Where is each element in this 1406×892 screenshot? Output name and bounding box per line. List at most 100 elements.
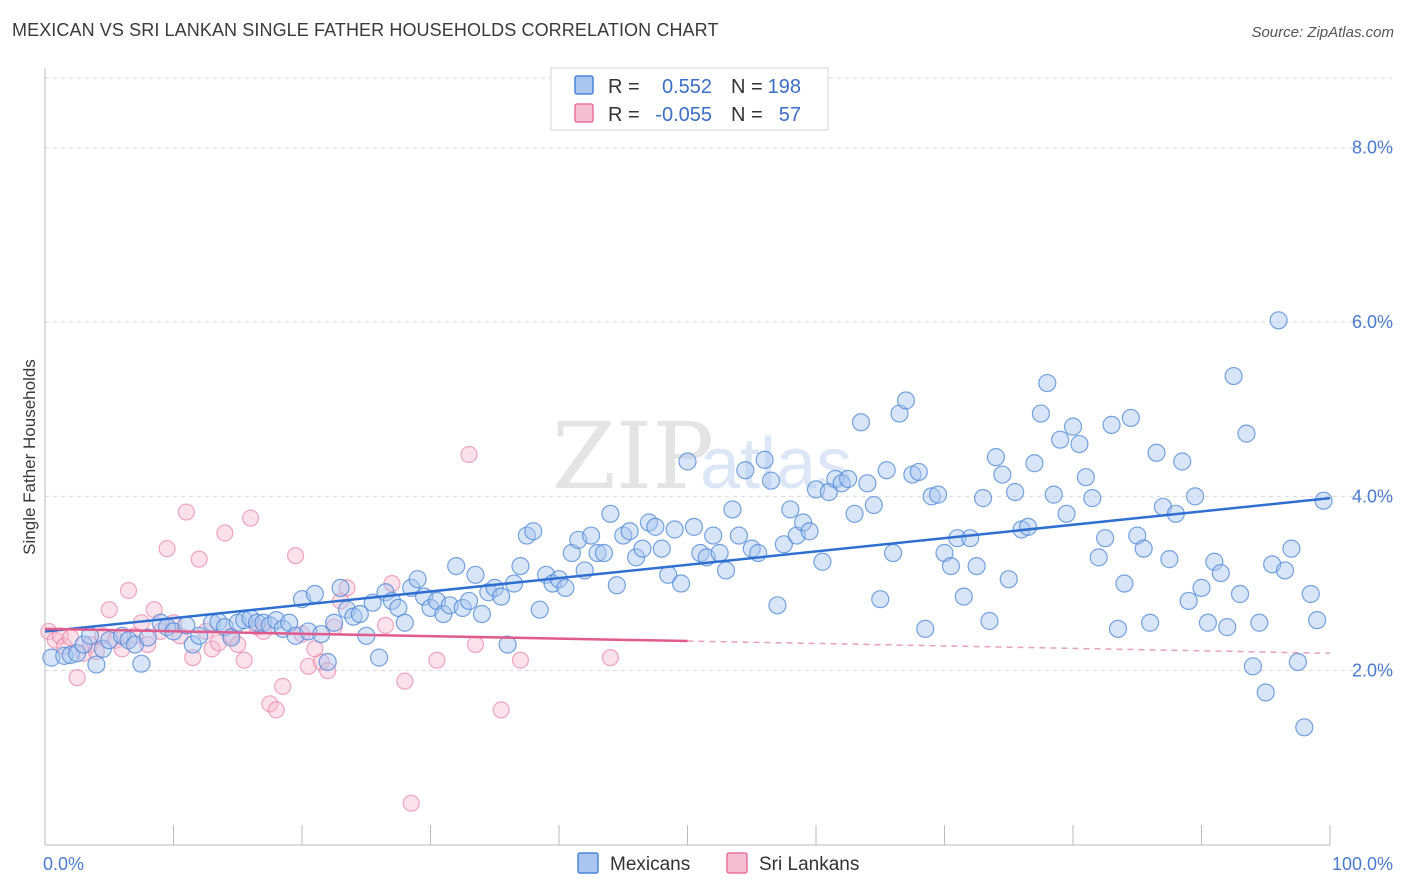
mexicans-point bbox=[916, 619, 935, 638]
mexicans-trend-line bbox=[44, 496, 1331, 633]
y-tick-labels: 2.0% 4.0% 6.0% 8.0% bbox=[1352, 138, 1393, 681]
grid-lines bbox=[45, 77, 1392, 672]
mexicans-point bbox=[1185, 487, 1205, 506]
mexicans-point bbox=[736, 461, 755, 480]
mexicans-point bbox=[1308, 611, 1327, 630]
mexicans-point bbox=[1121, 408, 1140, 428]
mexicans-point bbox=[331, 578, 350, 597]
srilankans-point bbox=[338, 579, 356, 597]
mexicans-point bbox=[190, 626, 209, 645]
legend-r-label-mexicans: R = bbox=[608, 76, 640, 98]
mexicans-point bbox=[395, 613, 414, 632]
mexicans-point bbox=[973, 489, 993, 508]
mexicans-points bbox=[42, 311, 1333, 737]
mexicans-point bbox=[1295, 718, 1314, 737]
srilankans-point bbox=[190, 550, 208, 568]
legend-n-value-mexicans: 198 bbox=[768, 76, 801, 98]
watermark-zip: ZIP bbox=[552, 403, 714, 510]
bottom-legend-label-srilankans: Sri Lankans bbox=[759, 854, 859, 875]
mexicans-point bbox=[1256, 683, 1275, 702]
legend-swatch-srilankans bbox=[574, 103, 594, 123]
mexicans-point bbox=[1063, 417, 1083, 436]
mexicans-point bbox=[813, 552, 832, 571]
mexicans-point bbox=[556, 578, 575, 597]
mexicans-point bbox=[851, 413, 871, 432]
mexicans-point bbox=[138, 628, 157, 647]
mexicans-point bbox=[864, 495, 883, 515]
correlation-legend: R = 0.552 N = 198 R = -0.055 N = 57 bbox=[550, 67, 829, 131]
srilankans-point bbox=[119, 581, 138, 600]
x-tick-label-min: 0.0% bbox=[43, 854, 84, 874]
x-tick-label-max: 100.0% bbox=[1332, 854, 1393, 874]
mexicans-point bbox=[1275, 561, 1295, 580]
mexicans-point bbox=[61, 645, 80, 665]
srilankans-point bbox=[402, 794, 420, 812]
srilankans-point bbox=[312, 653, 330, 671]
mexicans-point bbox=[1096, 529, 1115, 548]
mexicans-point bbox=[1076, 468, 1095, 487]
srilankans-point bbox=[601, 649, 620, 667]
mexicans-point bbox=[961, 529, 980, 548]
mexicans-point bbox=[530, 600, 549, 619]
mexicans-point bbox=[1038, 373, 1057, 393]
mexicans-point bbox=[1243, 657, 1263, 676]
mexicans-point bbox=[1031, 404, 1050, 423]
srilankans-point bbox=[235, 651, 253, 669]
mexicans-point bbox=[318, 652, 337, 672]
mexicans-point bbox=[909, 462, 928, 482]
srilankans-point bbox=[286, 547, 305, 565]
bottom-legend-label-mexicans: Mexicans bbox=[610, 854, 690, 875]
source-label: Source: ZipAtlas.com bbox=[1251, 24, 1394, 41]
mexicans-point bbox=[858, 474, 877, 493]
srilankans-point bbox=[184, 649, 202, 667]
mexicans-point bbox=[845, 504, 864, 523]
mexicans-point bbox=[723, 500, 742, 519]
mexicans-point bbox=[954, 587, 973, 606]
mexicans-point bbox=[1134, 539, 1153, 558]
mexicans-point bbox=[1237, 424, 1256, 443]
srilankans-point bbox=[216, 524, 234, 542]
mexicans-point bbox=[922, 487, 941, 506]
mexicans-point bbox=[755, 450, 774, 469]
mexicans-point bbox=[453, 598, 472, 618]
mexicans-point bbox=[704, 526, 723, 545]
mexicans-point bbox=[1160, 550, 1179, 569]
srilankans-point bbox=[376, 616, 395, 634]
mexicans-point bbox=[1250, 613, 1269, 632]
mexicans-point bbox=[370, 648, 389, 667]
srilankans-point bbox=[100, 601, 118, 619]
srilankans-point bbox=[177, 503, 195, 521]
mexicans-point bbox=[684, 517, 704, 536]
y-tick-label: 8.0% bbox=[1352, 138, 1393, 158]
mexicans-point bbox=[1192, 578, 1211, 597]
mexicans-point bbox=[594, 543, 614, 563]
mexicans-point bbox=[729, 526, 749, 545]
mexicans-point bbox=[466, 565, 485, 584]
y-tick-label: 4.0% bbox=[1352, 486, 1393, 506]
mexicans-point bbox=[588, 543, 607, 563]
mexicans-point bbox=[620, 522, 639, 541]
mexicans-point bbox=[350, 604, 369, 624]
trend-lines bbox=[44, 496, 1331, 654]
mexicans-point bbox=[325, 613, 344, 632]
mexicans-point bbox=[1147, 443, 1166, 462]
mexicans-point bbox=[768, 596, 787, 615]
mexicans-point bbox=[601, 504, 620, 523]
mexicans-point bbox=[1044, 485, 1063, 504]
mexicans-point bbox=[980, 611, 999, 631]
srilankans-point bbox=[139, 635, 157, 654]
srilankans-point bbox=[203, 640, 221, 658]
watermark-atlas: atlas bbox=[700, 424, 852, 504]
mexicans-point bbox=[1140, 613, 1160, 632]
mexicans-point bbox=[1224, 366, 1243, 386]
srilankans-point bbox=[229, 635, 247, 654]
srilankans-trend-line bbox=[44, 627, 688, 643]
mexicans-point bbox=[1051, 430, 1070, 449]
legend-n-label-srilankans: N = bbox=[731, 104, 763, 126]
mexicans-point bbox=[1179, 591, 1198, 611]
mexicans-point bbox=[1288, 652, 1307, 672]
mexicans-point bbox=[877, 461, 896, 480]
mexicans-point bbox=[1115, 574, 1134, 593]
mexicans-point bbox=[941, 556, 961, 576]
mexicans-point bbox=[1314, 491, 1333, 510]
